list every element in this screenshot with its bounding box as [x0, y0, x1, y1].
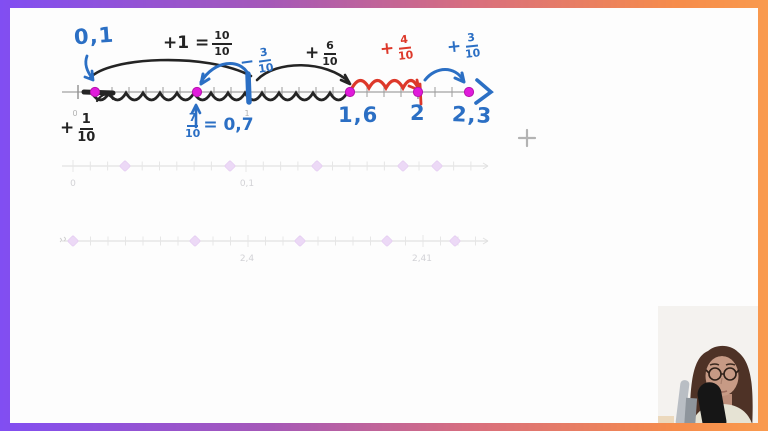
label-plus-one-tenth: + 1 10 [60, 113, 95, 144]
fraction-denominator: 10 [464, 45, 481, 61]
svg-text:2,41: 2,41 [412, 254, 432, 264]
minus-sign: − [238, 51, 256, 74]
eyebrows [709, 363, 736, 366]
mic-mount [683, 397, 698, 423]
hair-fringe [704, 350, 741, 369]
presenter-illustration [658, 306, 758, 423]
fraction-denominator: 10 [322, 54, 338, 68]
label-plus-three-tenths: + 3 10 [446, 31, 481, 61]
blue-ink-strokes [83, 54, 494, 129]
arrowhead-start-value [83, 69, 95, 82]
arrowhead-minus-three-tenths [199, 72, 211, 86]
faint-line-top-tick-labels: 0 0,1 [70, 179, 254, 189]
microphone-icon [675, 380, 727, 423]
svg-text:1: 1 [244, 109, 249, 118]
mic-stand [675, 380, 690, 423]
plus-sign: + [305, 43, 320, 64]
seven-tenths-fraction: 7 10 [185, 112, 200, 139]
svg-text:2,4: 2,4 [240, 254, 255, 264]
seven-tenths-equals: = 0,7 [203, 115, 254, 136]
thick-mark-at-one [245, 71, 252, 105]
fraction-numerator: 6 [324, 40, 336, 55]
fraction-numerator: 10 [212, 30, 232, 45]
label-plus-four-tenths: + 4 10 [379, 33, 414, 63]
jump-arc-plus-one [88, 58, 253, 80]
label-start-value: 0,1 [73, 22, 115, 50]
fraction-denominator: 10 [257, 60, 275, 76]
marked-point-dots [89, 86, 475, 98]
number-line-end-chevron [474, 78, 494, 105]
fraction-numerator: 4 [397, 33, 411, 50]
label-point-2-3: 2,3 [451, 101, 493, 129]
crosshair-cursor [517, 128, 537, 148]
plus-three-tenths-fraction: 3 10 [463, 31, 481, 61]
plus-sign: + [60, 118, 75, 139]
desk-corner [658, 416, 674, 423]
faint-line-bottom-tick-labels: 2,4 2,41 [240, 254, 432, 264]
plus-sign: + [378, 38, 396, 60]
glasses-icon [705, 367, 740, 381]
first-hop-mark [95, 93, 115, 103]
label-plus-one: +1 = 10 10 [163, 30, 232, 57]
label-plus-six-tenths: + 6 10 [305, 40, 338, 67]
fraction-denominator: 10 [214, 44, 230, 58]
fraction-numerator: 7 [186, 112, 199, 127]
red-hops-plus-four-tenths [350, 78, 421, 92]
label-seven-tenths: 7 10 = 0,7 [185, 112, 254, 139]
svg-text:0,1: 0,1 [240, 179, 254, 189]
arrow-to-start-value [84, 54, 94, 80]
svg-text:0: 0 [72, 109, 77, 118]
tenth-hops-scallops [90, 90, 349, 102]
plus-four-tenths-fraction: 4 10 [396, 33, 414, 63]
plus-six-tenths-fraction: 6 10 [322, 40, 337, 67]
fraction-denominator: 10 [77, 129, 96, 145]
label-point-2: 2 [410, 101, 426, 125]
fraction-numerator: 1 [79, 113, 93, 130]
jump-arc-plus-three-tenths [423, 68, 465, 82]
faint-line-top-point-markers [119, 160, 443, 172]
arrowhead-plus-six-tenths [339, 73, 352, 86]
plus-one-fraction: 10 10 [212, 30, 232, 58]
jump-arc-plus-six-tenths [255, 64, 351, 84]
mic-body [697, 382, 727, 423]
plus-sign: + [445, 36, 463, 58]
faint-line-bottom-point-markers [67, 235, 461, 247]
arrowhead-plus-three-tenths [453, 71, 466, 84]
arrowhead-seven-tenths [190, 103, 202, 115]
faint-number-line-top: 0 0,1 [62, 160, 489, 189]
nose [720, 377, 723, 385]
label-point-1-6: 1,6 [338, 103, 379, 127]
plus-one-prefix: +1 = [163, 33, 210, 54]
plus-one-tenth-fraction: 1 10 [77, 113, 95, 144]
webcam-video[interactable] [658, 306, 758, 423]
fraction-numerator: 3 [464, 31, 478, 48]
jump-arc-minus-three-tenths [199, 62, 250, 84]
axis-break-mark [59, 236, 66, 243]
svg-text:0: 0 [70, 179, 76, 189]
faint-number-line-bottom: 2,4 2,41 [59, 235, 489, 264]
fraction-denominator: 10 [397, 47, 414, 63]
label-minus-three-tenths: − 3 10 [238, 45, 275, 77]
fraction-denominator: 10 [185, 126, 201, 140]
